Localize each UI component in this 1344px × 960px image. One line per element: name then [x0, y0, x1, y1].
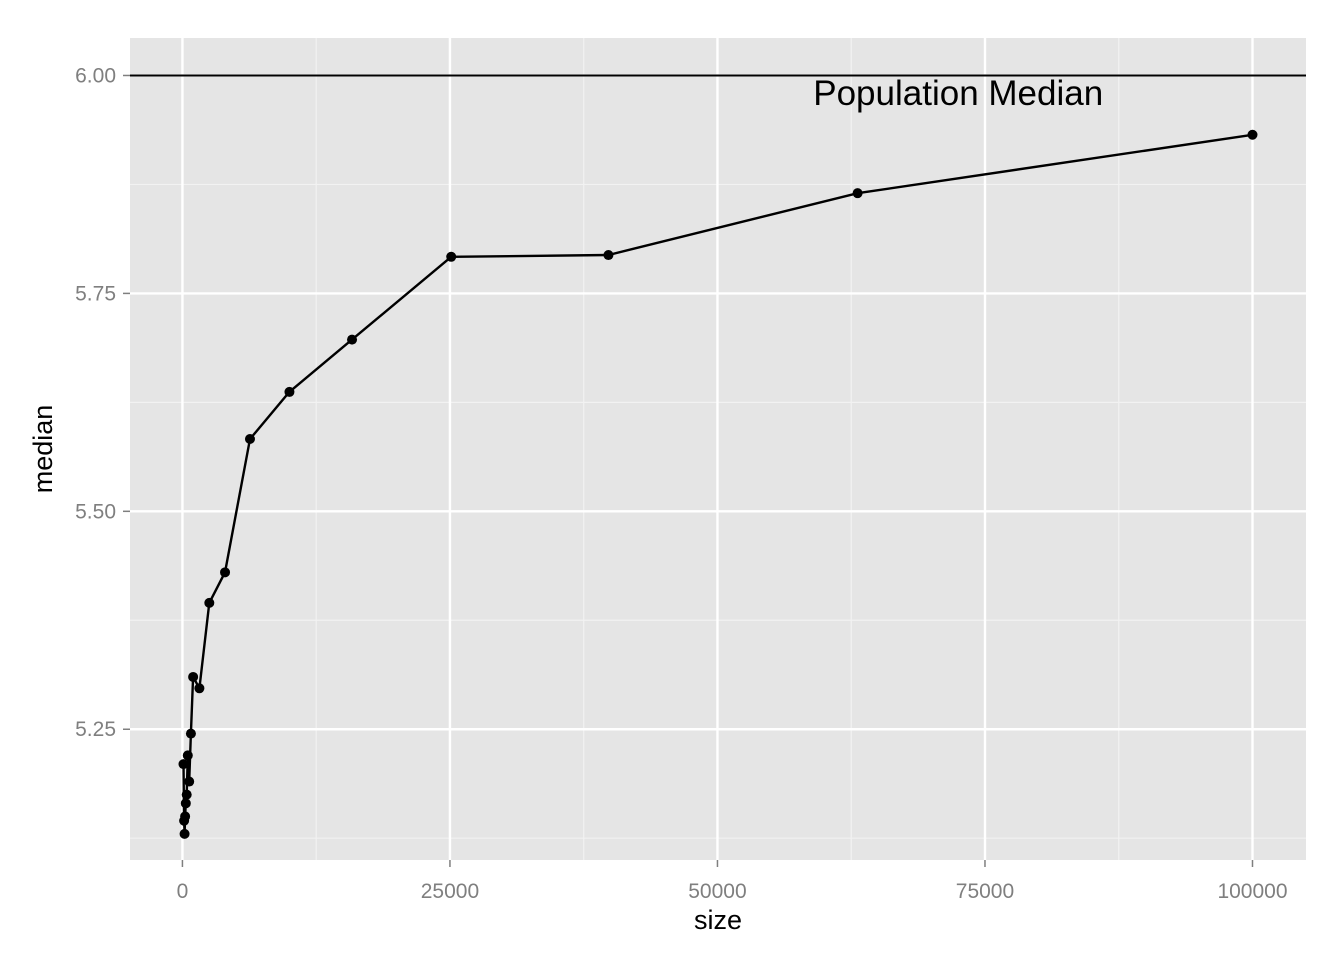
data-point [180, 811, 191, 822]
data-point [184, 776, 195, 787]
x-axis: 0 25000 50000 75000 100000 [177, 860, 1288, 903]
data-point [181, 789, 192, 800]
data-point [284, 386, 295, 397]
data-point [185, 728, 196, 739]
y-tick-label: 5.25 [75, 718, 116, 741]
x-tick-label: 75000 [956, 880, 1014, 903]
data-points [178, 129, 1258, 839]
data-point [446, 251, 457, 262]
x-axis-title: size [694, 905, 742, 935]
data-point [347, 334, 358, 345]
x-tick-label: 100000 [1217, 880, 1287, 903]
data-point [194, 683, 205, 694]
data-point [178, 759, 189, 770]
x-tick-label: 50000 [688, 880, 746, 903]
data-point [244, 433, 255, 444]
data-point [603, 250, 614, 261]
data-point [220, 567, 231, 578]
data-point [1247, 129, 1258, 140]
data-point [179, 828, 190, 839]
data-point [188, 671, 199, 682]
x-tick-label: 25000 [421, 880, 479, 903]
population-median-label: Population Median [813, 74, 1103, 113]
data-point [852, 188, 863, 199]
data-point [182, 750, 193, 761]
y-tick-label: 6.00 [75, 64, 116, 87]
y-axis: 5.25 5.50 5.75 6.00 [75, 64, 130, 741]
x-tick-label: 0 [177, 880, 189, 903]
y-axis-title: median [28, 405, 58, 494]
data-point [180, 798, 191, 809]
y-tick-label: 5.75 [75, 282, 116, 305]
data-point [204, 597, 215, 608]
grid-major [130, 38, 1306, 860]
y-tick-label: 5.50 [75, 500, 116, 523]
